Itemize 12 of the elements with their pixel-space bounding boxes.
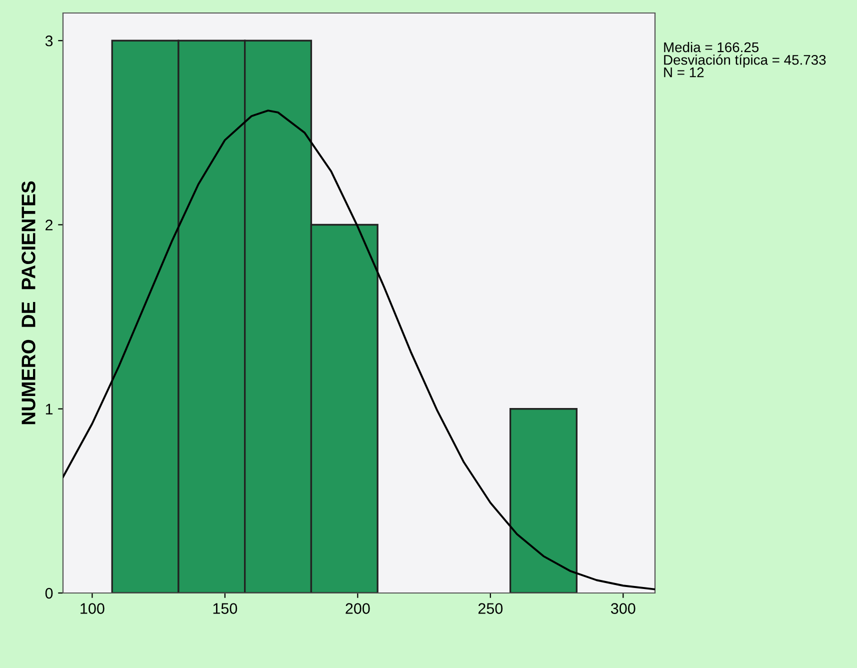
y-tick-label: 1 [46,404,53,414]
y-axis-title: NUMERO DE PACIENTES [22,181,36,424]
x-tick-label: 100 [80,603,104,614]
x-tick-label: 300 [610,603,636,614]
y-tick-label: 0 [45,588,53,599]
text: Media = 166.25 Desviación típica = 45.733 N = 12 [664,42,826,78]
x-tick-label: 150 [213,603,238,614]
x-tick-label: 200 [346,603,370,614]
y-tick-label: 2 [46,220,53,230]
y-tick-label: 3 [45,35,53,46]
line-series [63,110,655,590]
x-tick-label: 250 [478,603,503,614]
